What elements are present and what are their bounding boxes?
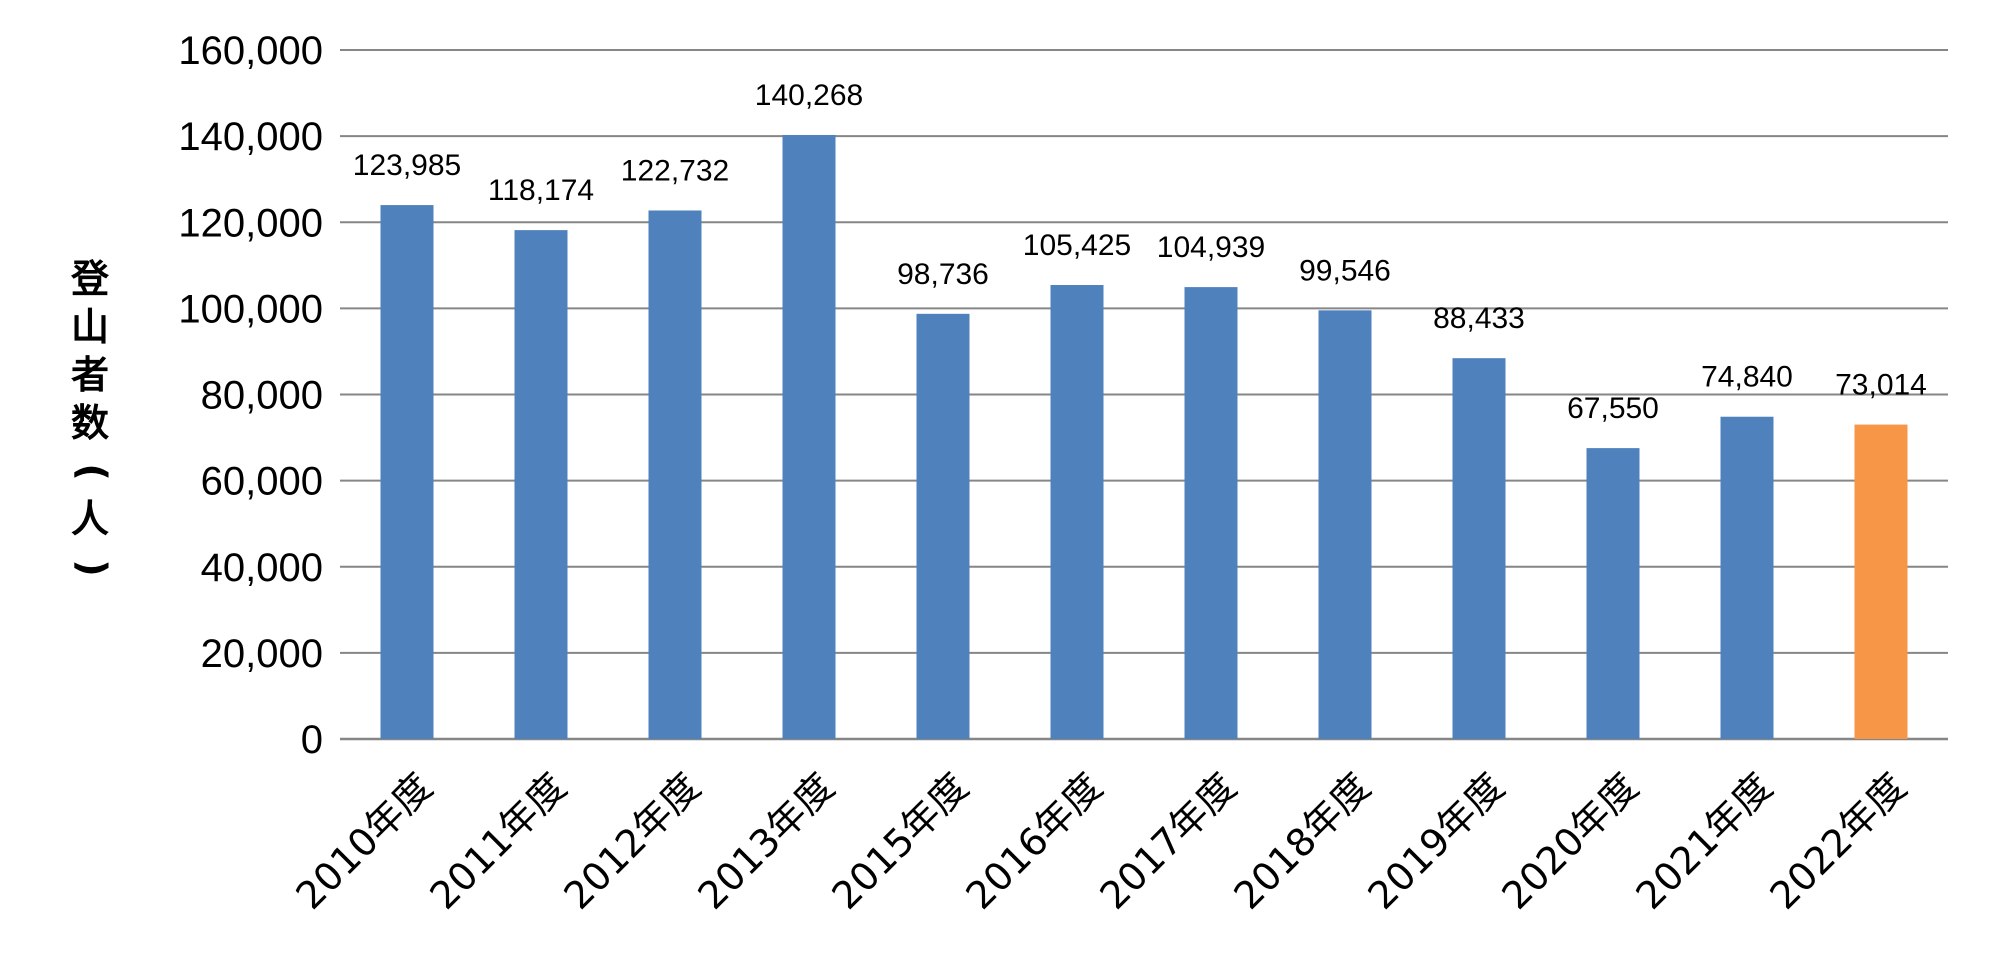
- y-tick-label: 140,000: [178, 115, 323, 159]
- data-labels: 123,985 118,174 122,732 140,268 98,736 105,42…: [353, 79, 1927, 425]
- data-label: 98,736: [897, 258, 989, 291]
- bar-2020年度: [1586, 448, 1640, 739]
- y-axis-ticks: 0 20,000 40,000 60,000 80,000 100,000 120,000 1…: [178, 29, 323, 762]
- x-tick-label: 2018年度: [1226, 765, 1379, 918]
- x-tick-label: 2010年度: [288, 765, 441, 918]
- y-tick-label: 0: [301, 718, 323, 762]
- x-tick-label: 2019年度: [1360, 765, 1513, 918]
- data-label: 122,732: [621, 154, 729, 187]
- x-tick-label: 2015年度: [824, 765, 977, 918]
- y-axis-title-char: 人: [71, 497, 109, 541]
- y-axis-title-char: ): [71, 559, 115, 576]
- x-tick-label: 2011年度: [422, 765, 575, 918]
- data-label: 140,268: [755, 79, 863, 112]
- data-label: 123,985: [353, 149, 461, 182]
- data-label: 105,425: [1023, 229, 1131, 262]
- y-tick-label: 160,000: [178, 29, 323, 73]
- data-label: 74,840: [1701, 361, 1793, 394]
- bar-2022年度: [1854, 424, 1908, 739]
- x-tick-label: 2013年度: [690, 765, 843, 918]
- bars: [380, 134, 1908, 739]
- y-axis-title-char: 数: [71, 401, 109, 445]
- bar-2018年度: [1318, 310, 1372, 739]
- gridlines: [340, 49, 1948, 741]
- x-tick-label: 2022年度: [1762, 765, 1915, 918]
- data-label: 99,546: [1299, 254, 1391, 287]
- bar-2012年度: [648, 210, 702, 739]
- bar-2013年度: [782, 134, 836, 739]
- bar-2017年度: [1184, 287, 1238, 739]
- bar-2010年度: [380, 205, 434, 739]
- x-tick-label: 2020年度: [1494, 765, 1647, 918]
- x-axis-labels: 2010年度2011年度2012年度2013年度2015年度2016年度2017…: [288, 765, 1915, 918]
- bar-2016年度: [1050, 285, 1104, 739]
- y-axis-title-char: 登: [70, 257, 110, 301]
- y-tick-label: 100,000: [178, 287, 323, 331]
- x-tick-label: 2017年度: [1092, 765, 1245, 918]
- y-axis-title-char: 山: [71, 305, 109, 349]
- data-label: 88,433: [1433, 302, 1525, 335]
- y-tick-label: 40,000: [201, 546, 323, 590]
- data-label: 73,014: [1835, 369, 1927, 402]
- y-axis-title-char: (: [71, 463, 115, 480]
- x-tick-label: 2016年度: [958, 765, 1111, 918]
- bar-2021年度: [1720, 416, 1774, 739]
- y-tick-label: 120,000: [178, 201, 323, 245]
- data-label: 118,174: [488, 174, 594, 207]
- y-tick-label: 80,000: [201, 374, 323, 418]
- data-label: 67,550: [1567, 392, 1659, 425]
- bar-2019年度: [1452, 358, 1506, 739]
- bar-2011年度: [514, 230, 568, 739]
- x-tick-label: 2012年度: [556, 765, 709, 918]
- y-axis-title-char: 者: [71, 353, 109, 397]
- data-label: 104,939: [1157, 231, 1265, 264]
- y-tick-label: 20,000: [201, 632, 323, 676]
- x-tick-label: 2021年度: [1628, 765, 1781, 918]
- y-tick-label: 60,000: [201, 460, 323, 504]
- bar-2015年度: [916, 313, 970, 739]
